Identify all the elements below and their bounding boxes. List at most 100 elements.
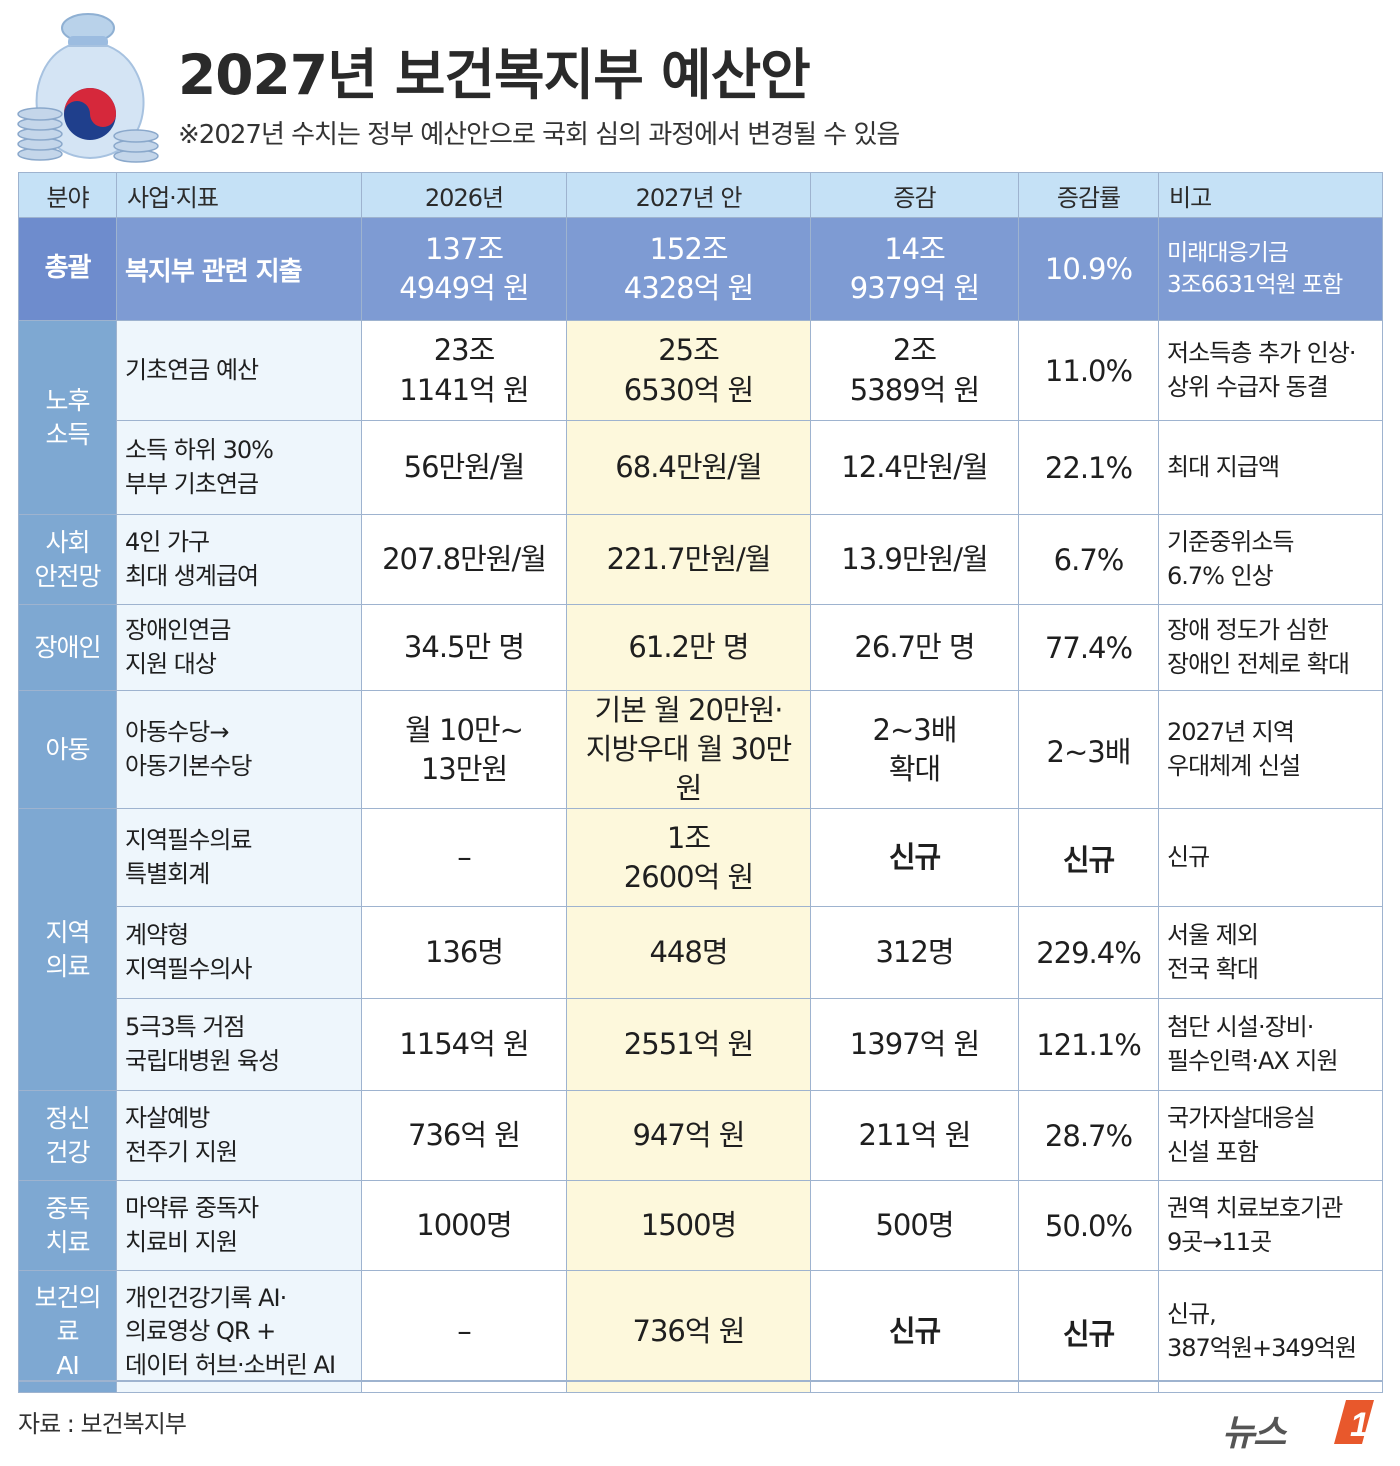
rate-cell: 28.7%	[1018, 1090, 1159, 1182]
value-2027-cell: 736억 원	[566, 1270, 811, 1394]
news1-logo-mark: 1	[1334, 1400, 1374, 1444]
note-line: 미래대응기금	[1167, 239, 1289, 266]
value-line: 6.7% 인상	[1167, 561, 1274, 590]
value-line: 152조	[649, 231, 728, 266]
value-line: 치료	[45, 1227, 90, 1257]
value-2026-cell: 1000명	[361, 1180, 567, 1272]
note-cell: 신규, 387억원+349억원	[1158, 1270, 1383, 1394]
item-cell: 4인 가구 최대 생계급여	[116, 514, 362, 605]
value-line: 특별회계	[125, 859, 210, 888]
rate-cell: 10.9%	[1018, 217, 1159, 321]
value-line: 장애인연금	[125, 615, 231, 644]
value-line: 13만원	[420, 751, 508, 786]
item-cell: 아동수당→ 아동기본수당	[116, 689, 362, 810]
value-line: 9곳→11곳	[1167, 1227, 1272, 1256]
value-line: 건강	[45, 1137, 90, 1167]
column-header: 분야	[18, 172, 117, 218]
rate-cell: 77.4%	[1018, 604, 1159, 691]
summary-row: 총괄 복지부 관련 지출 137조 4949억 원 152조 4328억 원 1…	[18, 217, 1383, 321]
value-line: 기초연금 예산	[125, 355, 259, 384]
category-cell: 보건의료 AI	[18, 1270, 117, 1394]
value-line: 아동기본수당	[125, 751, 252, 780]
value-line: 상위 수급자 동결	[1167, 372, 1329, 401]
value-line: 1500명	[640, 1208, 737, 1243]
header: 2027년 보건복지부 예산안 ※2027년 수치는 정부 예산안으로 국회 심…	[0, 0, 1400, 172]
table-header-row: 분야 사업·지표 2026년 2027년 안 증감 증감률 비고	[18, 172, 1383, 218]
value-line: 2027년 지역	[1167, 718, 1295, 747]
value-2027-cell: 68.4만원/월	[566, 420, 811, 515]
value-line: 신규	[888, 840, 941, 875]
item-cell: 지역필수의료 특별회계	[116, 808, 362, 908]
value-line: 중독	[45, 1194, 90, 1224]
news1-logo: 1 뉴스	[1222, 1394, 1382, 1458]
value-line: 56만원/월	[403, 449, 526, 484]
value-line: 34.5만 명	[403, 629, 525, 664]
value-line: 확대	[888, 751, 941, 786]
item-cell: 자살예방 전주기 지원	[116, 1090, 362, 1182]
value-line: 211억 원	[858, 1118, 972, 1153]
value-line: 500명	[875, 1208, 954, 1243]
category-cell: 노후 소득	[18, 320, 117, 515]
value-line: 4328억 원	[623, 271, 754, 305]
value-line: 전주기 지원	[125, 1137, 238, 1166]
value-line: 노후	[45, 385, 90, 415]
value-line: 장애 정도가 심한	[1167, 615, 1329, 644]
change-cell: 14조 9379억 원	[810, 217, 1019, 321]
page-title: 2027년 보건복지부 예산안	[178, 43, 811, 107]
budget-table: 분야 사업·지표 2026년 2027년 안 증감 증감률 비고 총괄 복지부 …	[18, 172, 1383, 1394]
value-line: 사회	[45, 527, 90, 557]
value-line: 소득 하위 30%	[125, 435, 274, 464]
value-2027-cell: 947억 원	[566, 1090, 811, 1182]
value-line: AI	[56, 1350, 79, 1380]
value-2027-cell: 448명	[566, 906, 811, 1000]
value-line: 1141억 원	[399, 372, 529, 407]
note-cell: 국가자살대응실 신설 포함	[1158, 1090, 1383, 1182]
value-2026-cell: 월 10만~ 13만원	[361, 689, 567, 810]
value-line: 데이터 허브·소버린 AI	[125, 1350, 336, 1379]
column-header: 증감	[810, 172, 1019, 218]
value-line: 9379억 원	[849, 271, 980, 305]
note-line: 3조6631억원 포함	[1167, 272, 1343, 298]
change-cell: 13.9만원/월	[810, 514, 1019, 605]
rate-cell: 6.7%	[1018, 514, 1159, 605]
value-2027-cell: 25조 6530억 원	[566, 320, 811, 421]
note-cell: 장애 정도가 심한 장애인 전체로 확대	[1158, 604, 1383, 691]
value-line: 221.7만원/월	[606, 541, 772, 576]
value-line: 지원 대상	[125, 649, 217, 678]
note-cell: 저소득층 추가 인상· 상위 수급자 동결	[1158, 320, 1383, 421]
change-cell: 312명	[810, 906, 1019, 1000]
table-row: 계약형 지역필수의사 136명 448명 312명 229.4% 서울 제외 전국 확대	[19, 906, 1383, 1000]
category-cell: 정신 건강	[18, 1090, 117, 1182]
value-2026-cell: 136명	[361, 906, 567, 1000]
table-row: 5극3특 거점 국립대병원 육성 1154억 원 2551억 원 1397억 원 121.…	[19, 998, 1383, 1092]
value-line: 신규	[888, 1314, 941, 1349]
value-line: 저소득층 추가 인상·	[1167, 338, 1357, 367]
value-line: 26.7만 명	[854, 629, 975, 664]
value-line: 신규	[1167, 843, 1210, 872]
change-cell: 1397억 원	[810, 998, 1019, 1092]
rate-cell: 신규	[1018, 1270, 1159, 1394]
value-line: 정신	[45, 1104, 90, 1134]
change-cell: 12.4만원/월	[810, 420, 1019, 515]
value-line: 의료영상 QR +	[125, 1317, 276, 1346]
value-line: 6530억 원	[623, 372, 754, 407]
value-line: 안전망	[34, 561, 101, 591]
value-line: 개인건강기록 AI·	[125, 1283, 287, 1312]
value-line: 61.2만 명	[628, 629, 749, 664]
note-cell: 서울 제외 전국 확대	[1158, 906, 1383, 1000]
value-line: 아동	[45, 734, 90, 764]
column-header: 2027년 안	[566, 172, 811, 218]
change-cell: 신규	[810, 808, 1019, 908]
value-line: 448명	[649, 935, 728, 970]
change-cell: 2조 5389억 원	[810, 320, 1019, 421]
value-2027-cell: 152조 4328억 원	[566, 217, 811, 321]
item-cell: 복지부 관련 지출	[116, 217, 362, 321]
item-cell: 마약류 중독자 치료비 지원	[116, 1180, 362, 1272]
change-cell: 신규	[810, 1270, 1019, 1394]
taegeuk-icon	[64, 88, 116, 140]
value-line: 장애인	[34, 632, 101, 662]
value-line: 지역필수의사	[125, 954, 252, 983]
value-line: 지방우대 월 30만원	[585, 732, 792, 806]
news1-logo-text: 뉴스	[1222, 1413, 1286, 1454]
value-line: 5극3특 거점	[125, 1013, 246, 1042]
